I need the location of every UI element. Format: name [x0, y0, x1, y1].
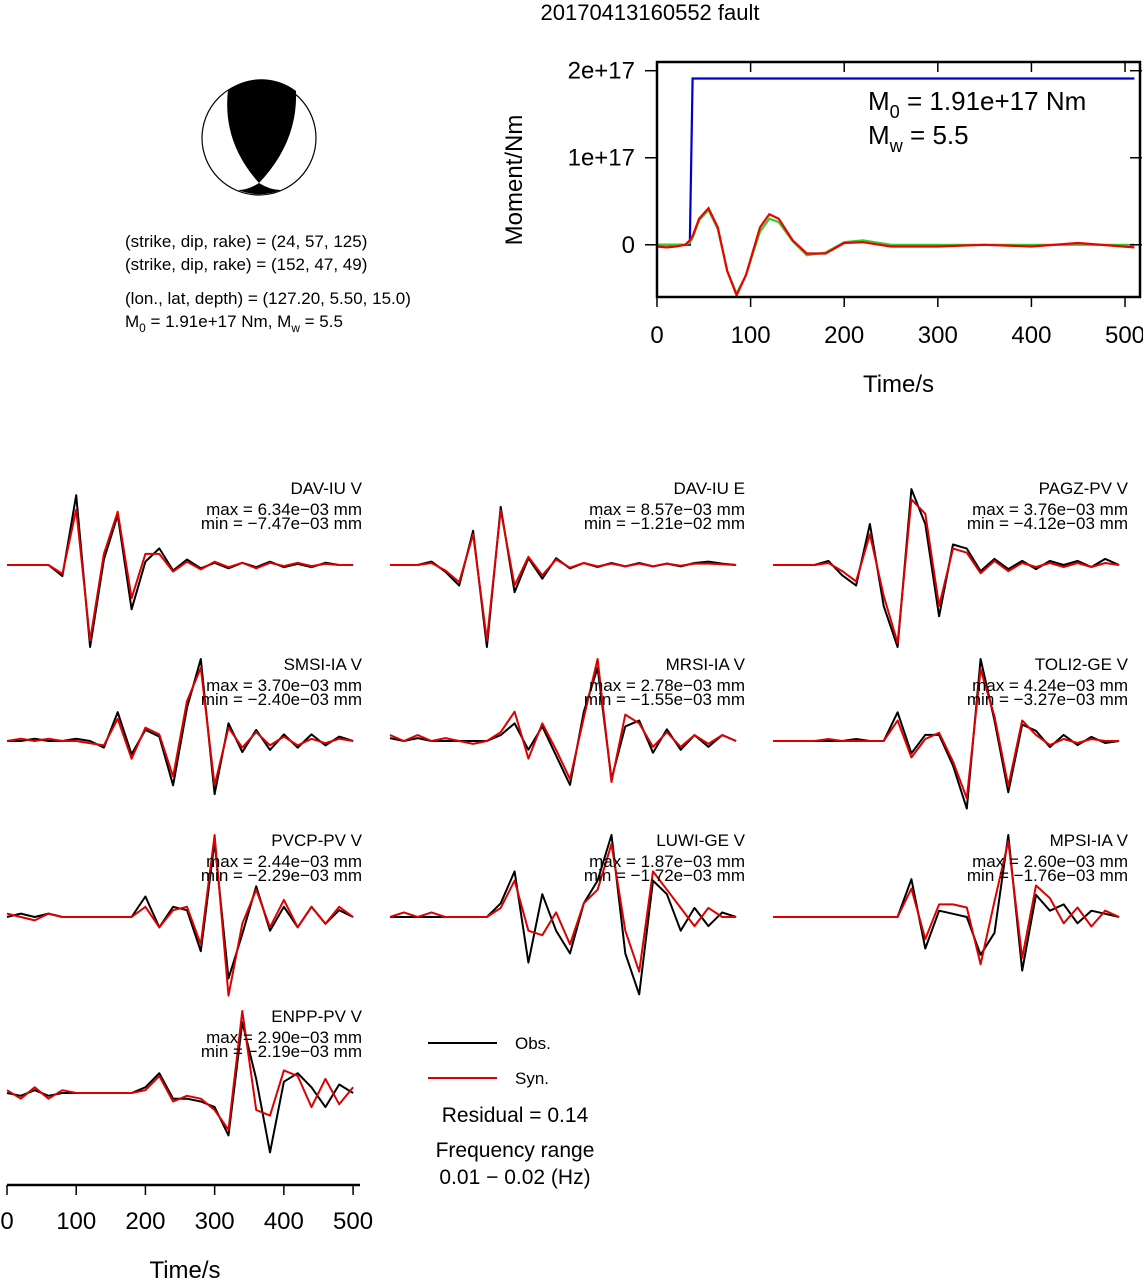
waveform: [6, 1010, 354, 1131]
station-name: DAV-IU E: [674, 479, 745, 498]
moment-line: M0 = 1.91e+17 Nm, Mw = 5.5: [125, 312, 343, 335]
station-name: MPSI-IA V: [1050, 831, 1129, 850]
station-name: LUWI-GE V: [656, 831, 745, 850]
text-run: = 1.91e+17 Nm, M: [146, 312, 292, 331]
x-tick-label: 300: [918, 322, 958, 349]
moment-series: [656, 206, 1135, 299]
waveform: [773, 498, 1120, 644]
text-run: = 5.5: [300, 312, 343, 331]
min-label: min = −1.21e−02 mm: [584, 514, 745, 533]
text-run: = 5.5: [903, 120, 969, 150]
x-tick-label: 200: [824, 322, 864, 349]
max-label: max = 1.87e−03 mm: [589, 852, 745, 871]
x-tick-label: 200: [125, 1208, 165, 1235]
beachball: [201, 79, 317, 196]
y-tick-label: 2e+17: [568, 58, 635, 85]
waveform: [773, 668, 1120, 800]
frequency-range: Frequency range: [436, 1139, 595, 1162]
waveform: [7, 508, 354, 642]
x-tick-label: 400: [264, 1208, 304, 1235]
x-tick-label: 100: [56, 1208, 96, 1235]
figure-title: 20170413160552 fault: [541, 0, 760, 25]
subscript: 0: [890, 102, 900, 122]
waveform: [773, 840, 1120, 966]
mechanism-line: (strike, dip, rake) = (24, 57, 125): [125, 232, 367, 251]
station-name: PAGZ-PV V: [1039, 479, 1129, 498]
min-label: min = −7.47e−03 mm: [201, 514, 362, 533]
min-label: min = −2.19e−03 mm: [201, 1042, 362, 1061]
subscript: w: [290, 321, 300, 335]
max-label: max = 2.90e−03 mm: [206, 1028, 362, 1047]
mechanism-line: (strike, dip, rake) = (152, 47, 49): [125, 255, 367, 274]
station-name: MRSI-IA V: [666, 655, 746, 674]
text-run: M: [868, 120, 890, 150]
max-label: max = 3.70e−03 mm: [206, 676, 362, 695]
x-tick-label: 300: [195, 1208, 235, 1235]
max-label: max = 6.34e−03 mm: [206, 500, 362, 519]
legend-label: Syn.: [515, 1069, 549, 1088]
min-label: min = −1.72e−03 mm: [584, 866, 745, 885]
frequency-range: 0.01 − 0.02 (Hz): [439, 1166, 590, 1189]
waveform: [389, 843, 737, 973]
min-label: min = −3.27e−03 mm: [967, 690, 1128, 709]
annotation: Mw = 5.5: [868, 120, 969, 156]
beachball-compression: [227, 79, 297, 183]
waveform: [390, 509, 737, 642]
min-label: min = −2.29e−03 mm: [201, 866, 362, 885]
min-label: min = −1.55e−03 mm: [584, 690, 745, 709]
max-label: max = 2.78e−03 mm: [589, 676, 745, 695]
subscript: 0: [139, 321, 146, 335]
min-label: min = −2.40e−03 mm: [201, 690, 362, 709]
max-label: max = 2.44e−03 mm: [206, 852, 362, 871]
y-tick-label: 0: [622, 232, 635, 259]
x-axis-label: Time/s: [863, 371, 934, 398]
max-label: max = 8.57e−03 mm: [589, 500, 745, 519]
x-tick-label: 100: [731, 322, 771, 349]
x-axis-label: Time/s: [149, 1257, 220, 1281]
station-name: TOLI2-GE V: [1035, 655, 1129, 674]
waveform: [773, 658, 1120, 810]
max-label: max = 4.24e−03 mm: [972, 676, 1128, 695]
station-name: DAV-IU V: [291, 479, 363, 498]
text-run: M: [868, 86, 890, 116]
waveform: [6, 834, 354, 997]
max-label: max = 2.60e−03 mm: [972, 852, 1128, 871]
annotation: M0 = 1.91e+17 Nm: [868, 86, 1086, 122]
legend-label: Obs.: [515, 1034, 551, 1053]
text-run: = 1.91e+17 Nm: [900, 86, 1086, 116]
waveform: [389, 666, 737, 786]
station-name: SMSI-IA V: [284, 655, 363, 674]
x-tick-label: 500: [333, 1208, 373, 1235]
plot-frame: [655, 60, 1142, 299]
x-tick-label: 0: [0, 1208, 13, 1235]
max-label: max = 3.76e−03 mm: [972, 500, 1128, 519]
residual: Residual = 0.14: [442, 1104, 589, 1127]
mechanism-line: (lon., lat, depth) = (127.20, 5.50, 15.0…: [125, 289, 411, 308]
x-tick-label: 400: [1011, 322, 1051, 349]
y-tick-label: 1e+17: [568, 145, 635, 172]
y-axis-label: Moment/Nm: [501, 115, 528, 246]
min-label: min = −4.12e−03 mm: [967, 514, 1128, 533]
station-name: PVCP-PV V: [271, 831, 362, 850]
subscript: w: [889, 136, 904, 156]
waveform: [389, 658, 737, 783]
x-tick-label: 0: [650, 322, 663, 349]
beachball-compression: [238, 183, 281, 195]
text-run: M: [125, 312, 139, 331]
x-tick-label: 500: [1105, 322, 1143, 349]
moment-series: [657, 77, 1135, 246]
min-label: min = −1.76e−03 mm: [967, 866, 1128, 885]
moment-series: [657, 208, 1135, 297]
station-name: ENPP-PV V: [271, 1007, 362, 1026]
waveform: [6, 666, 354, 787]
